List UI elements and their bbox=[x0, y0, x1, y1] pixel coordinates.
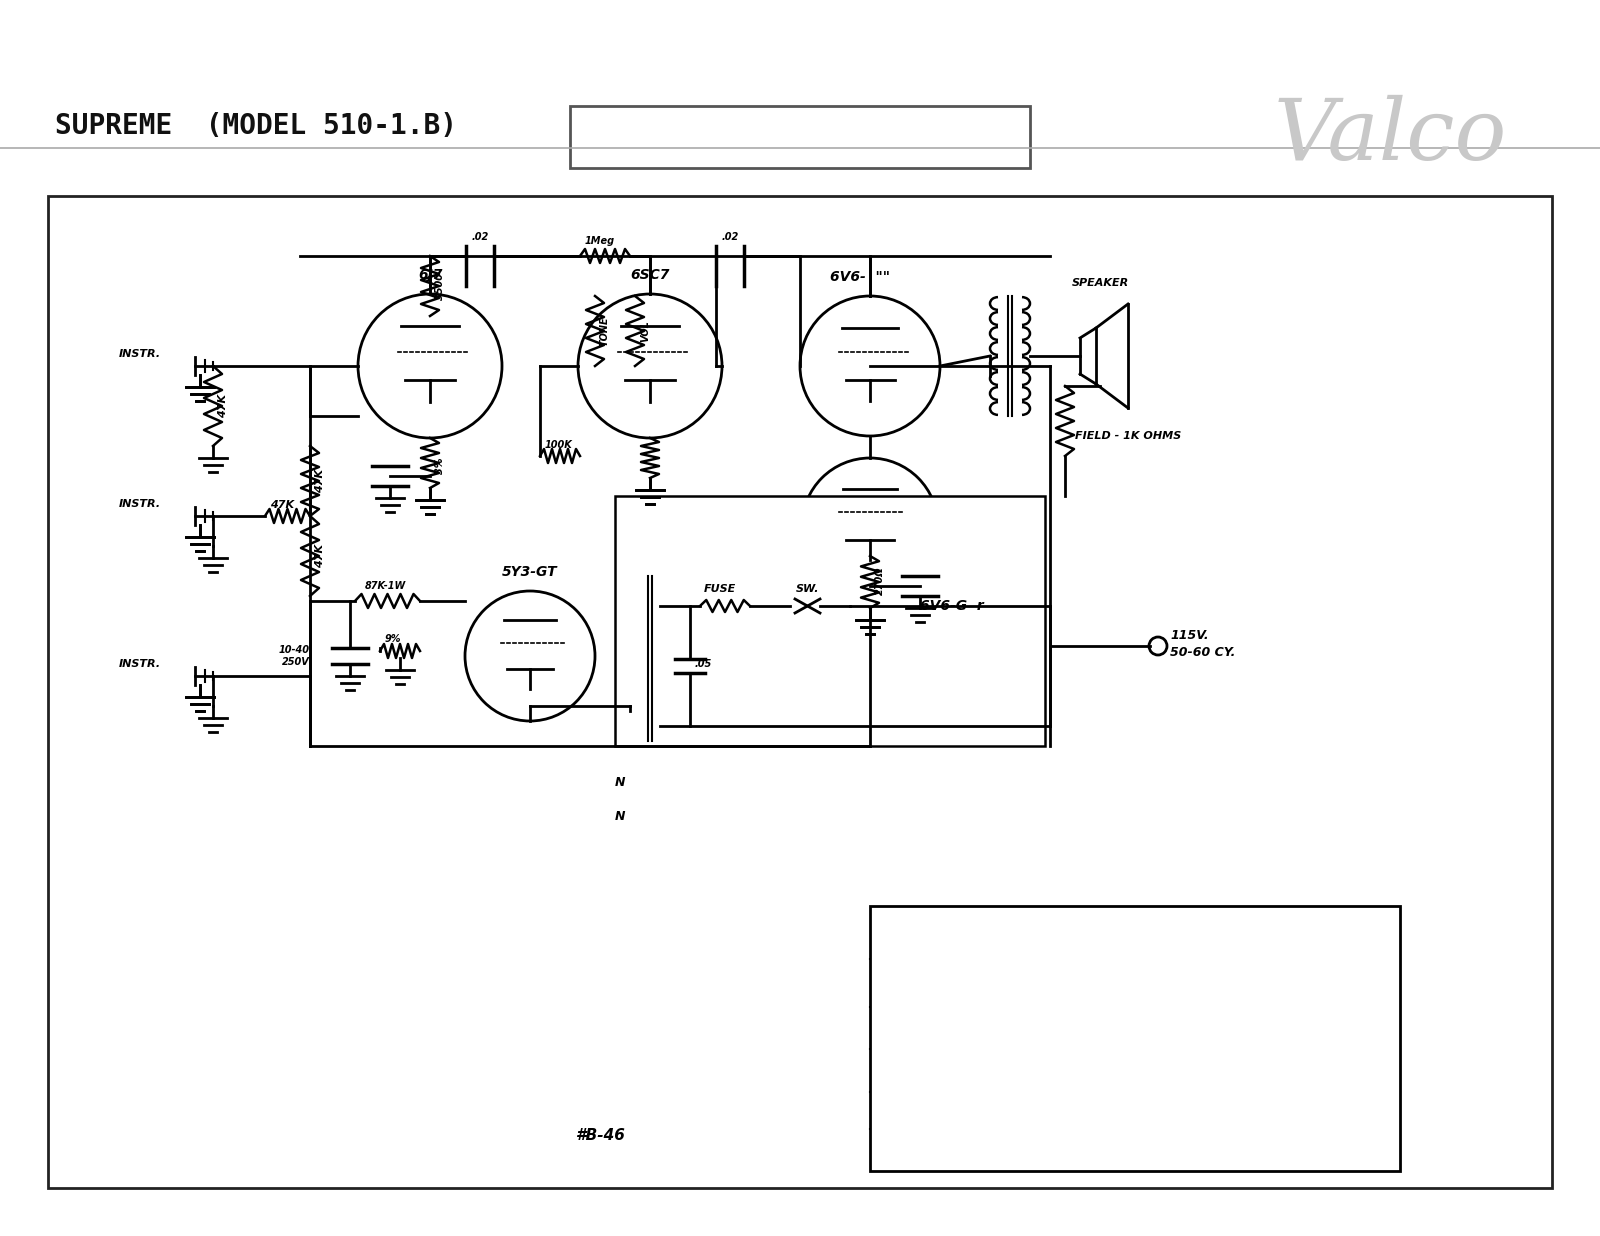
Text: VOL: VOL bbox=[640, 320, 650, 342]
Text: SUPREME  (MODEL 510-1.B): SUPREME (MODEL 510-1.B) bbox=[54, 112, 458, 140]
Text: 47K: 47K bbox=[270, 501, 294, 510]
Text: INSTR.: INSTR. bbox=[118, 349, 162, 358]
Text: 10-40
250V: 10-40 250V bbox=[278, 645, 310, 667]
Text: 115V.
50-60 CY.: 115V. 50-60 CY. bbox=[1170, 629, 1235, 659]
Text: 6J7: 6J7 bbox=[418, 268, 442, 282]
Text: 510-1-B SUPREME: 510-1-B SUPREME bbox=[1051, 1062, 1219, 1079]
Bar bbox=[870, 906, 1400, 1170]
Text: 3500: 3500 bbox=[435, 272, 445, 299]
Text: N: N bbox=[614, 776, 626, 790]
Text: 6V6-  "": 6V6- "" bbox=[830, 269, 890, 284]
Text: 87K-1W: 87K-1W bbox=[365, 581, 406, 591]
Text: 47K: 47K bbox=[218, 394, 229, 418]
Bar bbox=[614, 496, 1045, 747]
Text: DRAWN BY- M.M.: DRAWN BY- M.M. bbox=[885, 1106, 1003, 1120]
Text: SPEAKER: SPEAKER bbox=[1072, 278, 1128, 288]
Text: TONE: TONE bbox=[600, 316, 610, 346]
Text: 5Y3-GT: 5Y3-GT bbox=[502, 565, 558, 578]
Text: INSTR.: INSTR. bbox=[118, 499, 162, 509]
Text: N: N bbox=[614, 810, 626, 822]
Text: SW.: SW. bbox=[797, 583, 819, 595]
Text: ILL.: ILL. bbox=[1360, 979, 1386, 993]
Text: 9%: 9% bbox=[386, 634, 402, 644]
Text: Valco: Valco bbox=[1274, 95, 1507, 177]
Text: 100K: 100K bbox=[546, 440, 573, 450]
Text: 6SC7: 6SC7 bbox=[630, 268, 670, 282]
Text: 47K: 47K bbox=[315, 544, 325, 569]
Text: 6V6-G  r: 6V6-G r bbox=[920, 599, 984, 613]
Text: .05: .05 bbox=[694, 659, 712, 669]
Bar bbox=[48, 197, 1552, 1188]
Text: CHICAGO: CHICAGO bbox=[885, 979, 949, 993]
Text: FUSE: FUSE bbox=[704, 583, 736, 595]
Bar bbox=[570, 106, 1030, 168]
Text: #B-46: #B-46 bbox=[574, 1128, 626, 1143]
Text: CHECKED BY- R.K: CHECKED BY- R.K bbox=[885, 1143, 1005, 1157]
Text: .02: .02 bbox=[722, 232, 739, 242]
Text: VALCO MFG. CO.: VALCO MFG. CO. bbox=[1058, 923, 1211, 942]
Text: FIELD - 1K OHMS: FIELD - 1K OHMS bbox=[1075, 431, 1181, 441]
Text: 47K: 47K bbox=[315, 468, 325, 493]
Text: 270Ω: 270Ω bbox=[875, 567, 885, 596]
Text: INSTR.: INSTR. bbox=[118, 659, 162, 669]
Text: SCHEMATIC DIAGRAM: SCHEMATIC DIAGRAM bbox=[1043, 1021, 1227, 1036]
Text: 1Meg: 1Meg bbox=[586, 236, 614, 246]
Text: .02: .02 bbox=[472, 232, 488, 242]
Text: 3%: 3% bbox=[435, 457, 445, 475]
